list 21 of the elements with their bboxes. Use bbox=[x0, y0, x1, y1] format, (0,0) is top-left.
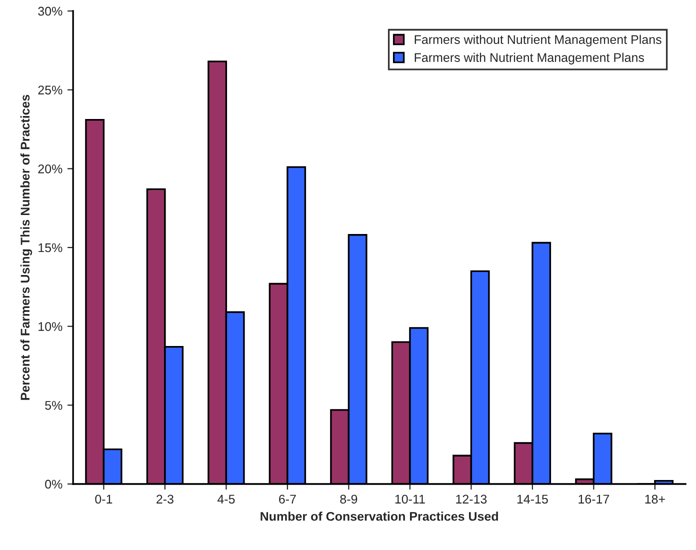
y-tick-label: 0% bbox=[45, 480, 62, 489]
x-tick-label: 10-11 bbox=[395, 494, 425, 504]
x-tick-label: 8-9 bbox=[340, 494, 358, 504]
y-tick-label: 25% bbox=[38, 86, 62, 94]
x-tick-label: 12-13 bbox=[456, 494, 487, 504]
x-axis-title: Number of Conservation Practices Used bbox=[260, 512, 498, 521]
x-tick-label: 0-1 bbox=[95, 494, 112, 504]
x-tick-label: 16-17 bbox=[578, 494, 610, 504]
x-tick-label: 4-5 bbox=[217, 494, 235, 504]
x-tick-label: 2-3 bbox=[156, 494, 174, 504]
y-axis-title: Percent of Farmers Using This Number of Practices bbox=[20, 94, 32, 400]
legend-label: Farmers without Nutrient Management Plans bbox=[414, 34, 662, 46]
y-tick-label: 5% bbox=[45, 401, 62, 410]
x-tick-label: 18+ bbox=[645, 494, 665, 504]
y-tick-label: 20% bbox=[38, 164, 62, 174]
y-tick-label: 15% bbox=[38, 243, 62, 252]
legend-label: Farmers with Nutrient Management Plans bbox=[414, 52, 644, 64]
x-tick-label: 14-15 bbox=[517, 494, 548, 504]
x-tick-label: 6-7 bbox=[279, 494, 296, 504]
y-tick-label: 30% bbox=[38, 6, 62, 16]
y-tick-label: 10% bbox=[38, 322, 62, 331]
